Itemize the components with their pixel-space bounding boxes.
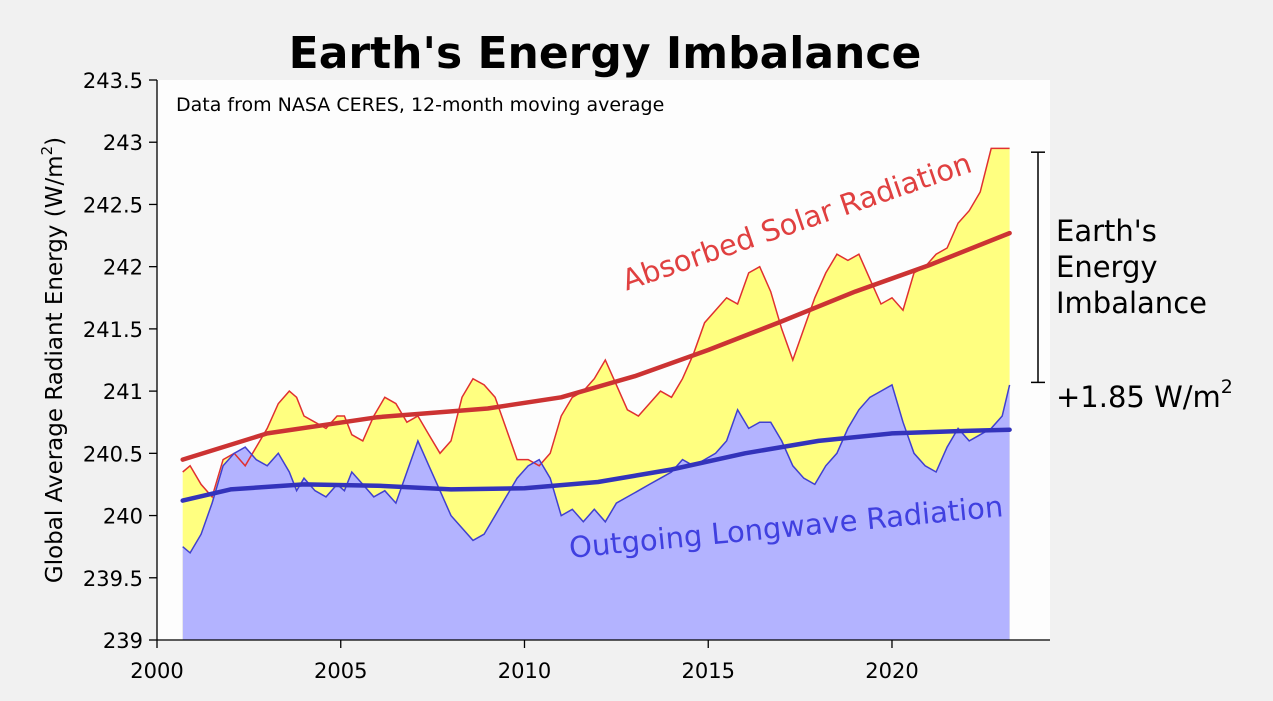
y-axis-label: Global Average Radiant Energy (W/m2) (38, 137, 68, 583)
x-tick-label: 2010 (498, 659, 551, 683)
imbalance-label-line2: Energy (1056, 250, 1158, 284)
series-lines (182, 147, 1011, 555)
y-tick-label: 241.5 (83, 318, 143, 342)
imbalance-label-line3: Imbalance (1056, 286, 1207, 320)
y-tick-label: 239.5 (83, 567, 143, 591)
imbalance-bracket (1031, 151, 1045, 384)
y-tick-label: 241 (103, 380, 143, 404)
y-tick-label: 240 (103, 505, 143, 529)
trend-absorbed-line (180, 230, 1012, 462)
axes: 239 239.5 240 240.5 241 241.5 242 242.5 243 243.5… (83, 69, 1050, 683)
y-tick-label: 243 (103, 131, 143, 155)
x-tick-label: 2005 (314, 659, 367, 683)
y-tick-label: 239 (103, 629, 143, 653)
chart-title: Earth's Energy Imbalance (289, 28, 922, 79)
y-tick-label: 243.5 (83, 69, 143, 93)
x-tick-label: 2020 (865, 659, 918, 683)
y-axis-label-close: ) (42, 137, 68, 146)
imbalance-value-text: +1.85 W/m (1056, 380, 1221, 414)
trend-outgoing-line (180, 427, 1012, 503)
series-line-0 (182, 147, 1010, 499)
y-tick-label: 242.5 (83, 193, 143, 217)
trend-lines (180, 230, 1012, 503)
y-axis-label-sup: 2 (38, 146, 56, 156)
imbalance-value: +1.85 W/m2 (1056, 376, 1233, 414)
chart-subtitle: Data from NASA CERES, 12-month moving av… (176, 94, 664, 116)
y-tick-label: 240.5 (83, 442, 143, 466)
imbalance-label-line1: Earth's (1056, 214, 1157, 248)
series-line-1 (182, 383, 1011, 555)
x-tick-label: 2015 (682, 659, 735, 683)
imbalance-value-sup: 2 (1221, 376, 1233, 398)
y-axis-label-text: Global Average Radiant Energy (W/m (42, 155, 68, 583)
x-tick-label: 2000 (130, 659, 183, 683)
y-tick-label: 242 (103, 256, 143, 280)
